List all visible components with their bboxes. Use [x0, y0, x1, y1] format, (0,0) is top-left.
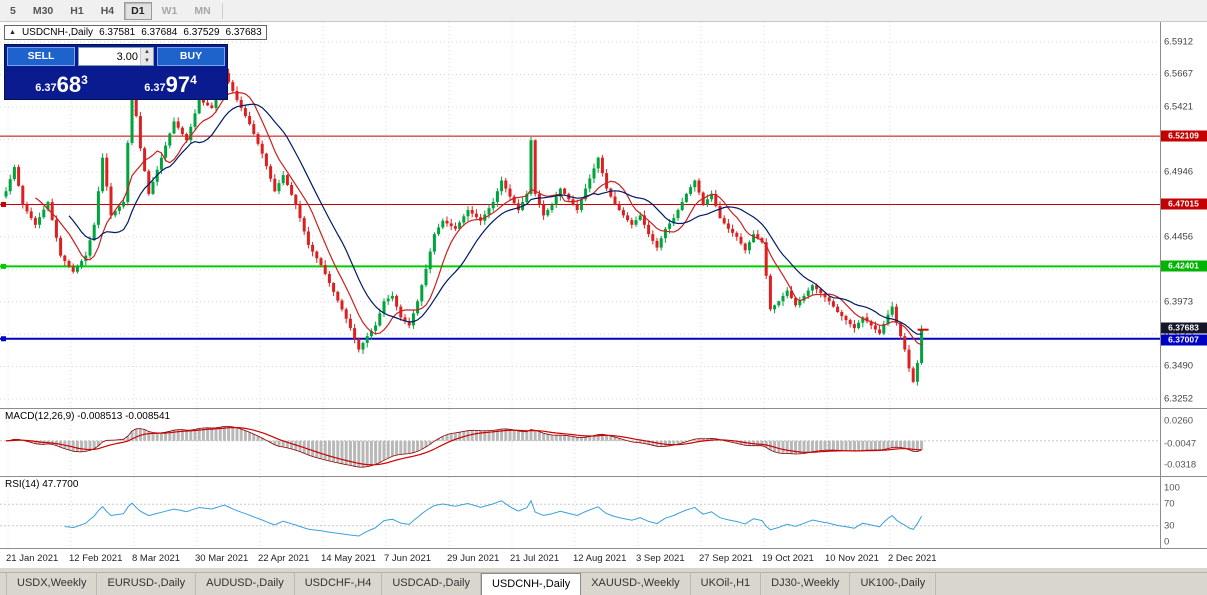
date-axis-label: 10 Nov 2021	[825, 553, 879, 564]
tab-usdchf-h4[interactable]: USDCHF-,H4	[295, 573, 383, 595]
volume-up-button[interactable]: ▲	[141, 48, 153, 57]
price-badge-support-green: 6.42401	[1160, 260, 1207, 272]
timeframe-button-h1[interactable]: H1	[63, 2, 90, 20]
tab-usdcnh-daily[interactable]: USDCNH-,Daily	[480, 573, 582, 595]
timeframe-button-m30[interactable]: M30	[26, 2, 60, 20]
volume-stepper: ▲ ▼	[78, 47, 154, 66]
macd-canvas[interactable]	[0, 409, 1207, 476]
buy-button[interactable]: BUY	[157, 47, 225, 66]
rsi-scale-label: 100	[1164, 482, 1180, 494]
date-axis[interactable]: 21 Jan 2021 12 Feb 2021 8 Mar 2021 30 Ma…	[0, 548, 1207, 568]
timeframe-button-w1[interactable]: W1	[155, 2, 185, 20]
rsi-scale-label: 0	[1164, 536, 1170, 548]
price-badge-current: 6.37683	[1160, 322, 1207, 334]
date-axis-label: 7 Jun 2021	[384, 553, 432, 564]
buy-price-base: 6.37	[144, 82, 166, 94]
price-axis-label: 6.4456	[1164, 231, 1194, 243]
date-axis-label: 29 Jun 2021	[447, 553, 500, 564]
price-axis-label: 6.3252	[1164, 393, 1194, 405]
date-axis-label: 2 Dec 2021	[888, 553, 937, 564]
tab-ukoil-h1[interactable]: UKOil-,H1	[691, 573, 762, 595]
chart-tab-bar: USDX,Weekly EURUSD-,Daily AUDUSD-,Daily …	[0, 572, 1207, 595]
timeframe-toolbar: 5 M30 H1 H4 D1 W1 MN	[0, 0, 1207, 22]
sell-button[interactable]: SELL	[7, 47, 75, 66]
tab-usdx-weekly[interactable]: USDX,Weekly	[6, 573, 98, 595]
macd-scale-label: -0.0047	[1164, 438, 1197, 450]
ohlc-info-box: ▲ USDCNH-,Daily 6.37581 6.37684 6.37529 …	[4, 25, 267, 40]
sell-price-display[interactable]: 6.37 68 3	[7, 72, 116, 98]
price-axis-label: 6.3725	[1164, 329, 1193, 340]
macd-scale-label: -0.0318	[1164, 459, 1197, 471]
price-axis-label: 6.5912	[1164, 36, 1194, 48]
date-axis-label: 12 Feb 2021	[69, 553, 123, 564]
tab-eurusd-daily[interactable]: EURUSD-,Daily	[97, 573, 197, 595]
price-axis-label: 6.4946	[1164, 166, 1194, 178]
rsi-scale-label: 30	[1164, 520, 1175, 532]
macd-scale-label: 0.0260	[1164, 415, 1194, 427]
tab-uk100-daily[interactable]: UK100-,Daily	[850, 573, 937, 595]
tab-xauusd-weekly[interactable]: XAUUSD-,Weekly	[581, 573, 691, 595]
price-chart-canvas[interactable]	[0, 22, 1207, 408]
tab-dj30-weekly[interactable]: DJ30-,Weekly	[761, 573, 851, 595]
chart-window: ▲ USDCNH-,Daily 6.37581 6.37684 6.37529 …	[0, 22, 1207, 568]
volume-input[interactable]	[79, 48, 140, 65]
date-axis-label: 21 Jul 2021	[510, 553, 560, 564]
chart-symbol-label: USDCNH-,Daily	[21, 27, 94, 38]
date-axis-label: 22 Apr 2021	[258, 553, 310, 564]
ohlc-high: 6.37684	[141, 27, 178, 38]
price-badge-resistance-2: 6.47015	[1160, 198, 1207, 210]
timeframe-button-h4[interactable]: H4	[94, 2, 121, 20]
price-axis-separator[interactable]	[1160, 22, 1161, 548]
ohlc-low: 6.37529	[183, 27, 220, 38]
date-axis-label: 19 Oct 2021	[762, 553, 814, 564]
timeframe-button-mn[interactable]: MN	[187, 2, 217, 20]
rsi-label: RSI(14) 47.7700	[5, 479, 79, 490]
macd-label: MACD(12,26,9) -0.008513 -0.008541	[5, 411, 171, 422]
sell-price-pips: 68	[56, 72, 82, 98]
date-axis-label: 8 Mar 2021	[132, 553, 181, 564]
date-axis-label: 30 Mar 2021	[195, 553, 249, 564]
ohlc-open: 6.37581	[99, 27, 136, 38]
price-chart-panel[interactable]: ▲ USDCNH-,Daily 6.37581 6.37684 6.37529 …	[0, 22, 1207, 408]
price-badge-resistance-1: 6.52109	[1160, 130, 1207, 142]
price-axis-label: 6.3973	[1164, 296, 1194, 308]
tab-audusd-daily[interactable]: AUDUSD-,Daily	[196, 573, 295, 595]
macd-panel[interactable]: MACD(12,26,9) -0.008513 -0.008541 0.0260…	[0, 408, 1207, 476]
volume-down-button[interactable]: ▼	[141, 56, 153, 65]
price-badge-support-blue: 6.37007	[1160, 334, 1207, 346]
sell-price-frac: 3	[81, 73, 88, 87]
toolbar-separator	[221, 2, 223, 19]
rsi-panel[interactable]: RSI(14) 47.7700 100 70 30 0	[0, 476, 1207, 548]
price-axis-label: 6.5667	[1164, 68, 1194, 80]
price-axis-label: 6.5421	[1164, 101, 1194, 113]
status-strip	[0, 568, 1207, 572]
date-axis-label: 27 Sep 2021	[699, 553, 753, 564]
buy-price-display[interactable]: 6.37 97 4	[116, 72, 225, 98]
collapse-triangle-icon[interactable]: ▲	[9, 29, 16, 36]
one-click-trading-panel: SELL ▲ ▼ BUY 6.37 68 3 6.37	[4, 44, 228, 100]
date-axis-label: 21 Jan 2021	[6, 553, 59, 564]
rsi-scale-label: 70	[1164, 498, 1175, 510]
timeframe-button-m5[interactable]: 5	[3, 2, 23, 20]
tab-usdcad-daily[interactable]: USDCAD-,Daily	[382, 573, 481, 595]
price-axis-label: 6.3490	[1164, 360, 1194, 372]
ohlc-close: 6.37683	[225, 27, 262, 38]
buy-price-frac: 4	[190, 73, 197, 87]
date-axis-label: 12 Aug 2021	[573, 553, 627, 564]
rsi-canvas[interactable]	[0, 477, 1207, 548]
date-axis-label: 3 Sep 2021	[636, 553, 685, 564]
timeframe-button-d1[interactable]: D1	[124, 1, 152, 20]
buy-price-pips: 97	[165, 72, 191, 98]
date-axis-label: 14 May 2021	[321, 553, 376, 564]
sell-price-base: 6.37	[35, 82, 57, 94]
